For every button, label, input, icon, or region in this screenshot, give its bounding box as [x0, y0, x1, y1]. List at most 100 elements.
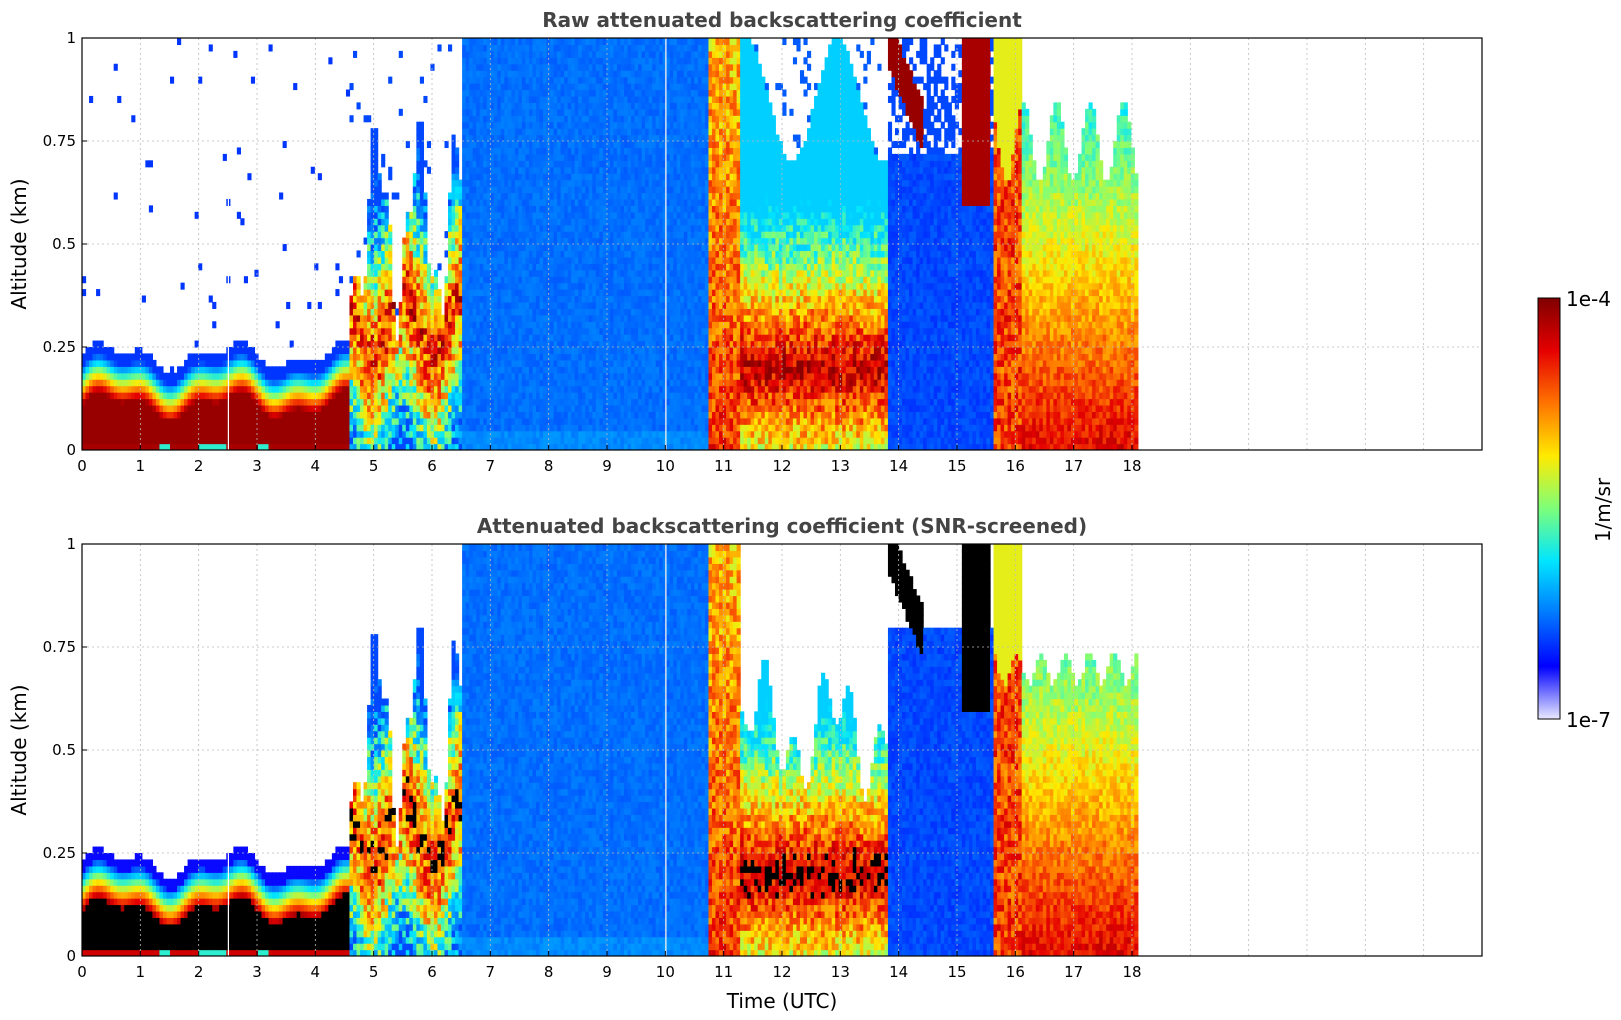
heatmap-cell	[279, 398, 284, 406]
heatmap-cell	[483, 50, 488, 58]
heatmap-cell	[349, 372, 354, 380]
heatmap-cell	[543, 218, 548, 226]
heatmap-cell	[578, 38, 583, 46]
heatmap-cell	[588, 269, 593, 277]
heatmap-cell	[500, 224, 505, 232]
heatmap-cell	[581, 244, 586, 252]
heatmap-cell	[532, 121, 537, 129]
heatmap-cell	[331, 424, 336, 432]
heatmap-cell	[349, 308, 354, 316]
heatmap-cell	[483, 224, 488, 232]
heatmap-cell	[437, 398, 442, 406]
heatmap-cell	[370, 186, 375, 194]
heatmap-cell	[451, 340, 456, 348]
heatmap-cell	[250, 385, 256, 393]
heatmap-cell	[543, 141, 548, 149]
heatmap-cell	[595, 327, 600, 335]
heatmap-cell	[307, 379, 312, 387]
heatmap-cell	[120, 430, 125, 438]
heatmap-cell	[353, 289, 358, 297]
heatmap-cell	[595, 295, 600, 303]
heatmap-cell	[416, 321, 421, 329]
heatmap-cell	[553, 166, 558, 174]
heatmap-cell	[138, 347, 143, 355]
heatmap-cell	[581, 372, 586, 380]
heatmap-cell	[113, 359, 118, 367]
heatmap-cell	[296, 385, 301, 393]
heatmap-cell	[493, 89, 498, 97]
heatmap-cell	[564, 134, 569, 142]
heatmap-cell	[602, 50, 607, 58]
heatmap-cell	[409, 282, 414, 290]
heatmap-cell	[391, 366, 396, 374]
heatmap-cell	[331, 430, 336, 438]
heatmap-cell	[374, 314, 379, 322]
heatmap-cell	[571, 372, 576, 380]
heatmap-cell	[106, 424, 111, 432]
heatmap-cell	[212, 443, 217, 450]
heatmap-cell	[106, 404, 111, 412]
heatmap-cell	[367, 218, 372, 226]
heatmap-cell	[180, 411, 185, 419]
heatmap-cell	[504, 289, 509, 297]
heatmap-cell	[493, 134, 498, 142]
heatmap-cell	[395, 347, 400, 355]
heatmap-cell	[536, 134, 541, 142]
heatmap-cell	[595, 95, 600, 103]
heatmap-cell	[469, 295, 474, 303]
heatmap-cell	[585, 334, 590, 342]
heatmap-cell	[602, 398, 607, 406]
heatmap-cell	[455, 347, 460, 355]
heatmap-cell	[574, 424, 579, 432]
heatmap-cell	[451, 173, 456, 181]
heatmap-cell	[588, 205, 593, 213]
heatmap-cell	[546, 437, 551, 445]
heatmap-cell	[521, 289, 527, 297]
heatmap-cell	[465, 295, 470, 303]
heatmap-cell	[483, 256, 488, 264]
heatmap-cell	[493, 385, 498, 393]
heatmap-cell	[124, 372, 129, 380]
heatmap-cell	[367, 347, 372, 355]
heatmap-cell	[310, 437, 315, 445]
heatmap-cell	[405, 417, 410, 425]
heatmap-cell	[398, 314, 403, 322]
heatmap-cell	[472, 321, 477, 329]
heatmap-cell	[187, 430, 192, 438]
heatmap-cell	[465, 443, 470, 450]
heatmap-cell	[497, 141, 502, 149]
heatmap-cell	[546, 244, 551, 252]
heatmap-cell	[345, 430, 351, 438]
heatmap-cell	[148, 353, 153, 361]
heatmap-cell	[507, 38, 512, 46]
heatmap-cell	[194, 417, 199, 425]
heatmap-cell	[493, 411, 498, 419]
heatmap-cell	[455, 359, 460, 367]
heatmap-cell	[553, 282, 558, 290]
heatmap-cell	[384, 424, 389, 432]
heatmap-cell	[585, 443, 590, 450]
heatmap-cell	[469, 211, 474, 219]
heatmap-cell	[514, 44, 520, 52]
heatmap-cell	[338, 398, 344, 406]
heatmap-cell	[486, 256, 491, 264]
heatmap-cell	[602, 353, 607, 361]
heatmap-cell	[500, 76, 505, 84]
heatmap-cell	[479, 334, 484, 342]
heatmap-cell	[518, 198, 523, 206]
heatmap-cell	[521, 424, 527, 432]
heatmap-cell	[514, 153, 520, 161]
heatmap-cell	[514, 301, 520, 309]
heatmap-cell	[504, 430, 509, 438]
heatmap-cell	[560, 102, 565, 110]
heatmap-cell	[518, 218, 523, 226]
heatmap-cell	[606, 437, 611, 445]
heatmap-cell	[588, 166, 593, 174]
heatmap-cell	[201, 398, 206, 406]
heatmap-cell	[184, 437, 189, 445]
heatmap-cell	[113, 63, 118, 71]
heatmap-cell	[567, 224, 572, 232]
heatmap-cell	[85, 359, 90, 367]
heatmap-cell	[141, 404, 146, 412]
heatmap-cell	[599, 289, 604, 297]
